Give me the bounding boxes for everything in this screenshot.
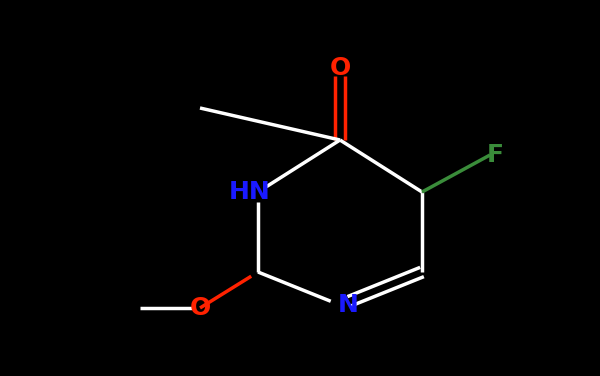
Text: HN: HN: [229, 180, 271, 204]
Text: O: O: [329, 56, 350, 80]
Text: N: N: [338, 293, 358, 317]
Text: F: F: [487, 143, 503, 167]
Text: O: O: [190, 296, 211, 320]
